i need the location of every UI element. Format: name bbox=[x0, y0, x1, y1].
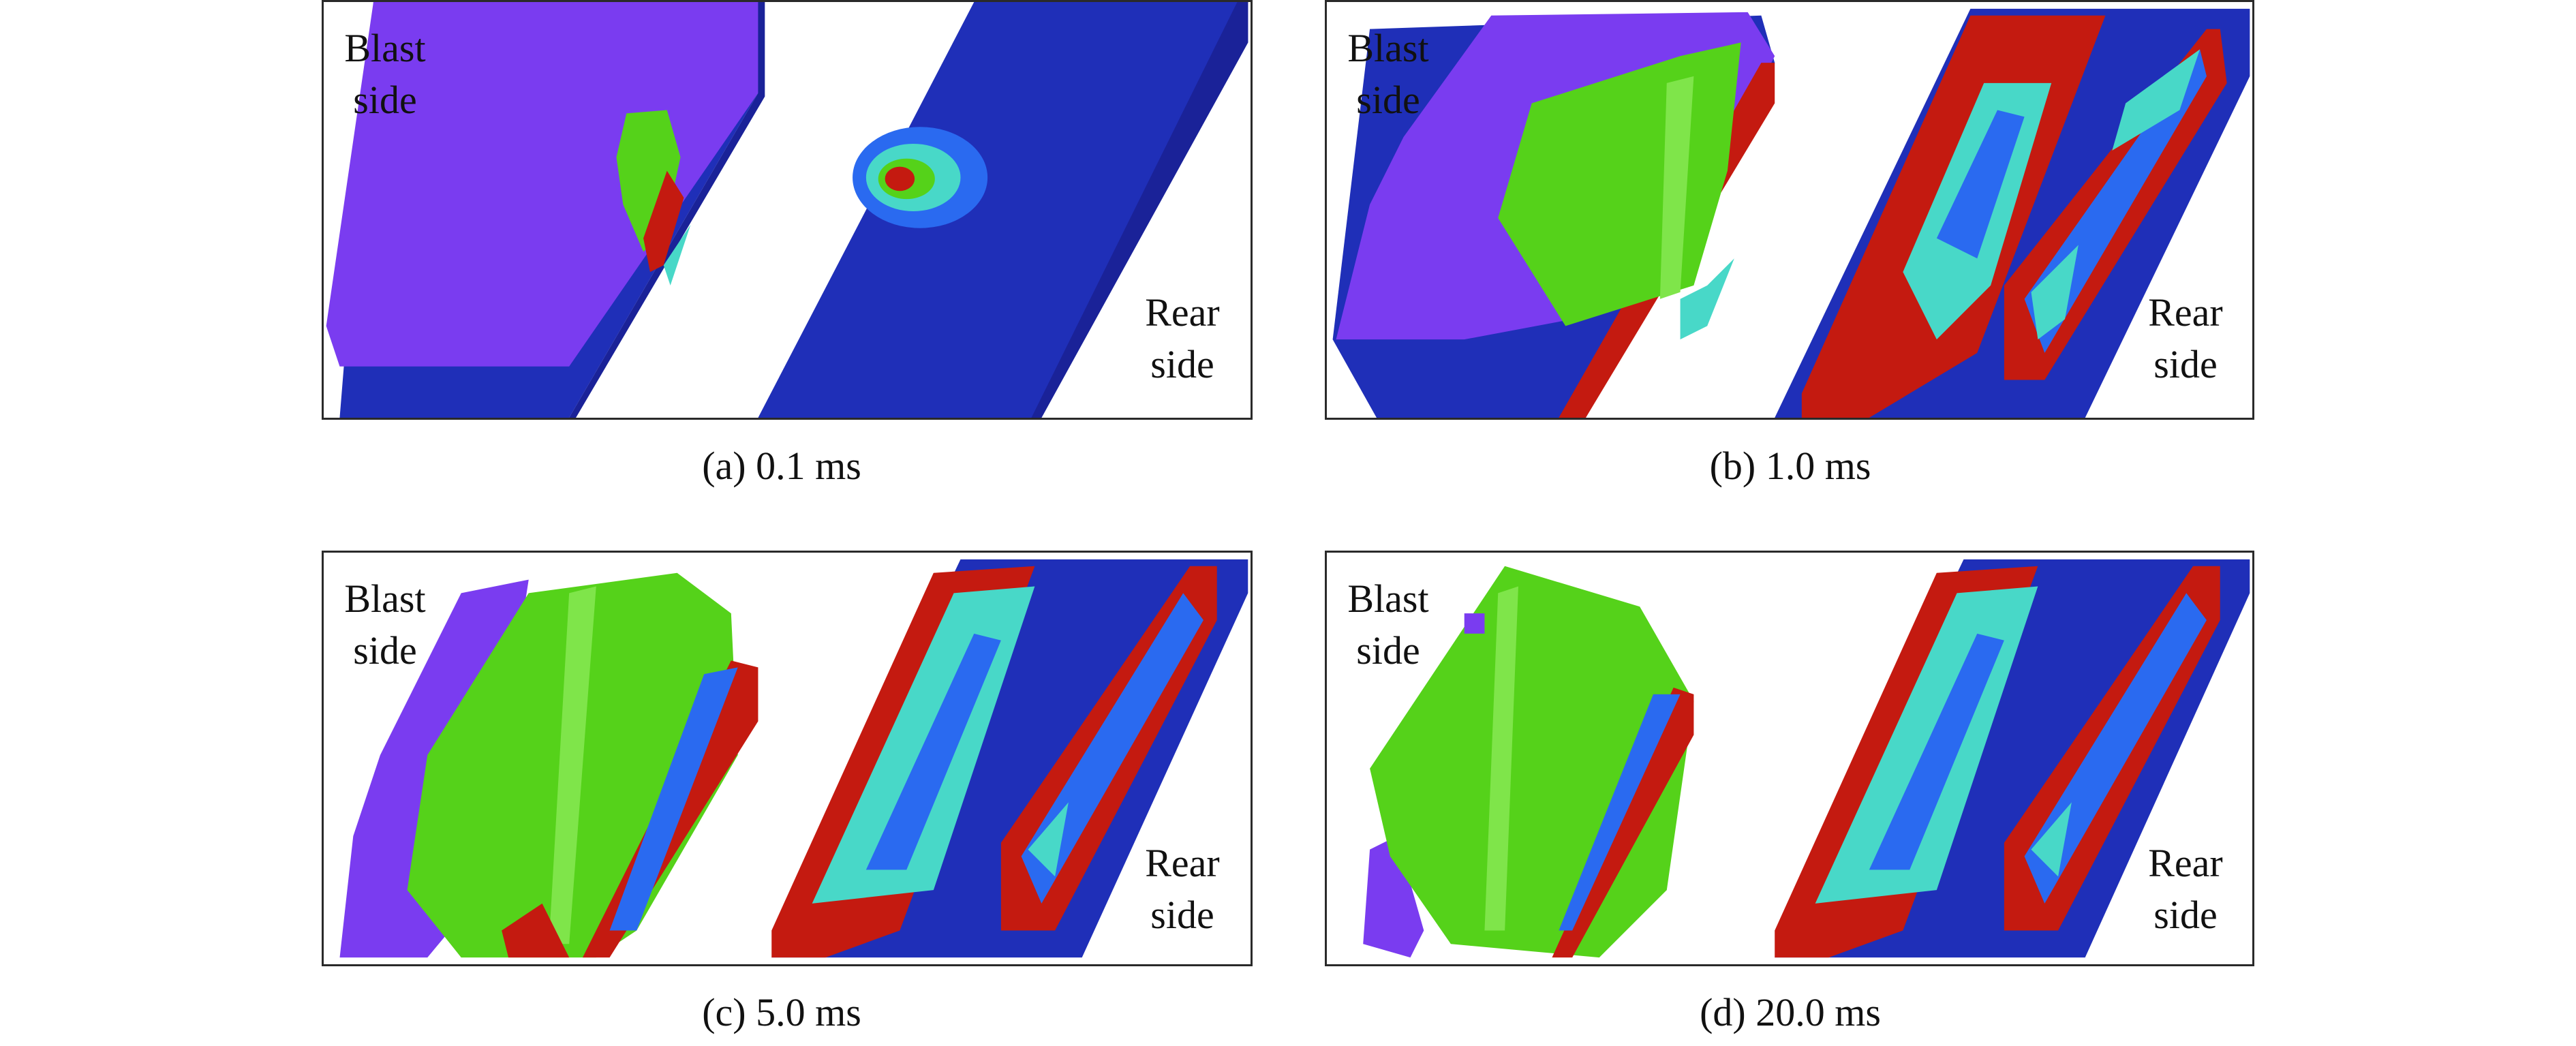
caption-d: (d) 20.0 ms bbox=[1700, 990, 1881, 1034]
rear-side-label: Rear side bbox=[2148, 290, 2223, 386]
caption-c: (c) 5.0 ms bbox=[702, 990, 861, 1034]
blast-side-label: Blast side bbox=[1347, 26, 1429, 122]
blast-side-label: Blast side bbox=[344, 26, 426, 122]
simulation-image-c bbox=[339, 559, 1248, 958]
blast-side-label: Blast side bbox=[344, 576, 426, 673]
panel-c: Blast side Rear side bbox=[322, 551, 1253, 966]
blast-side-label: Blast side bbox=[1347, 576, 1429, 673]
panel-d: Blast side Rear side bbox=[1325, 551, 2254, 966]
caption-a: (a) 0.1 ms bbox=[702, 444, 861, 488]
simulation-image-b bbox=[1332, 8, 2250, 418]
caption-b: (b) 1.0 ms bbox=[1709, 444, 1871, 488]
panel-b: Blast side Rear side bbox=[1325, 0, 2254, 420]
rear-side-label: Rear side bbox=[1145, 841, 1220, 937]
panel-a: Blast side Rear side bbox=[322, 0, 1253, 420]
simulation-image-d bbox=[1363, 559, 2250, 958]
rear-side-label: Rear side bbox=[1145, 290, 1220, 386]
simulation-image-a bbox=[326, 2, 1248, 418]
rear-side-label: Rear side bbox=[2148, 841, 2223, 937]
